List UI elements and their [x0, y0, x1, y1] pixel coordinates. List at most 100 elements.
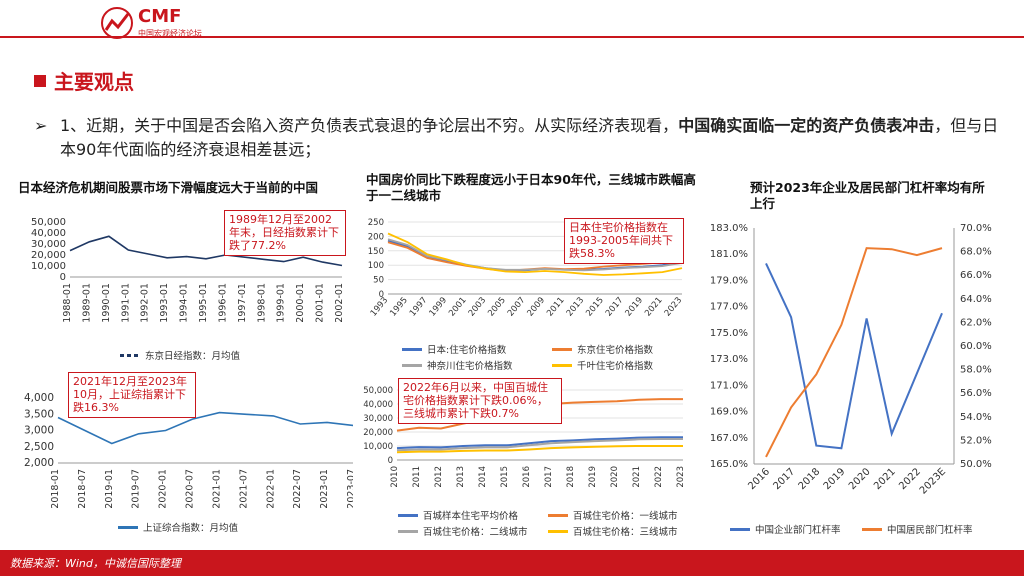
c4-series-4: [396, 445, 683, 454]
c5-xtick: 2023E: [918, 466, 948, 496]
c4-series-1: [396, 436, 683, 450]
c2-ytick: 3,000: [24, 425, 54, 437]
c4-xtick: 2016: [522, 466, 532, 488]
chart3-legend: 日本:住宅价格指数 东京住宅价格指数 神奈川住宅价格指数 千叶住宅价格指数: [402, 342, 702, 372]
c2-xtick: 2023-07: [346, 469, 353, 509]
c3-ytick: 150: [368, 247, 384, 257]
c3-ytick: 0: [379, 290, 384, 300]
c2-ytick: 2,000: [24, 457, 54, 469]
c1-ytick: 50,000: [31, 217, 66, 228]
c4-xtick: 2019: [588, 466, 598, 488]
chart4-china-housing: 0 10,000 20,000 30,000 40,000 50,000 2010 2011 2…: [363, 386, 686, 488]
c4-xtick: 2010: [390, 466, 400, 488]
c5-ytick-right: 60.0%: [960, 341, 992, 352]
c1-xtick: 1992-01: [140, 283, 151, 323]
header-divider: [0, 36, 1024, 38]
c1-ytick: 0: [60, 272, 66, 283]
c3-xtick: 2005: [486, 296, 508, 319]
c3-xtick: 2003: [467, 296, 489, 319]
c1-xtick: 1989-01: [81, 283, 92, 323]
logo-name: CMF: [138, 6, 182, 27]
chart5-title: 预计2023年企业及居民部门杠杆率均有所上行: [750, 180, 985, 211]
c4-ytick: 40,000: [363, 400, 393, 410]
key-point-bold: 中国确实面临一定的资产负债表冲击: [678, 116, 935, 135]
chart4-callout: 2022年6月以来，中国百城住宅价格指数累计下跌0.06%，三线城市累计下跌0.…: [398, 378, 562, 424]
logo-subtitle: 中国宏观经济论坛: [138, 29, 202, 38]
c3-xtick: 2013: [565, 296, 587, 319]
chart4-legend: 百城样本住宅平均价格 百城住宅价格：一线城市 百城住宅价格：二线城市 百城住宅价…: [398, 508, 698, 538]
c5-ytick-right: 50.0%: [960, 459, 992, 470]
c5-ytick-right: 70.0%: [960, 223, 992, 234]
c4-xtick: 2012: [434, 466, 444, 488]
c4-xtick: 2018: [566, 466, 576, 488]
chart2-shanghai: 2,000 2,500 3,000 3,500 4,000 2018-01 2018-07 2…: [24, 392, 353, 509]
bullet-arrow-icon: ➢: [34, 116, 48, 135]
c4-xtick: 2022: [654, 466, 664, 488]
c5-ytick-right: 68.0%: [960, 247, 992, 258]
c5-ytick-left: 183.0%: [710, 223, 748, 234]
section-title-text: 主要观点: [54, 70, 134, 94]
key-point-part2: ，但与日本90年代面临的经济衰退相差甚远；: [60, 116, 999, 159]
c5-ytick-right: 56.0%: [960, 388, 992, 399]
c3-xtick: 2015: [584, 296, 606, 319]
c3-xtick: 2019: [624, 296, 646, 319]
c2-ytick: 2,500: [24, 441, 54, 453]
chart5-legend-house: 中国居民部门杠杆率: [862, 522, 973, 536]
c2-xtick: 2021-07: [238, 469, 249, 509]
c2-xtick: 2018-01: [50, 469, 61, 509]
key-point-part1: 1、近期，关于中国是否会陷入资产负债表式衰退的争论层出不穷。从实际经济表现看，: [60, 116, 679, 135]
c4-ytick: 20,000: [363, 428, 393, 438]
c1-xtick: 1995-01: [198, 283, 209, 323]
chart3-japan-housing: 0501001502002501993199519971999200120032…: [368, 218, 685, 319]
c5-ytick-left: 169.0%: [710, 407, 748, 418]
c4-xtick: 2014: [478, 466, 488, 488]
c4-xtick: 2013: [456, 466, 466, 488]
c4-ytick: 10,000: [363, 442, 393, 452]
c5-ytick-left: 165.0%: [710, 459, 748, 470]
c1-xtick: 1991-01: [120, 283, 131, 323]
c2-xtick: 2022-07: [292, 469, 303, 509]
c4-xtick: 2015: [500, 466, 510, 488]
c3-xtick: 2021: [643, 296, 665, 319]
c3-xtick: 2009: [526, 296, 548, 319]
c5-series-household: [765, 247, 943, 458]
c5-ytick-right: 54.0%: [960, 412, 992, 423]
chart1-callout: 1989年12月至2002年末，日经指数累计下跌了77.2%: [224, 210, 346, 256]
c5-ytick-left: 181.0%: [710, 249, 748, 260]
c3-ytick: 200: [368, 232, 384, 242]
c2-xtick: 2021-01: [211, 469, 222, 509]
c5-xtick: 2018: [797, 466, 823, 492]
c3-xtick: 2007: [506, 296, 528, 319]
c3-series-3: [387, 238, 683, 272]
chart1-title: 日本经济危机期间股票市场下滑幅度远大于当前的中国: [18, 180, 319, 195]
c5-ytick-right: 62.0%: [960, 317, 992, 328]
c5-xtick: 2020: [847, 466, 873, 492]
c1-xtick: 1999-01: [276, 283, 287, 323]
chart5-leverage: 165.0% 167.0% 169.0% 171.0% 173.0% 175.0% 177.…: [710, 223, 992, 497]
chart3-callout: 日本住宅价格指数在1993-2005年间共下跌58.3%: [564, 218, 684, 264]
c1-ytick: 10,000: [31, 261, 66, 272]
c2-xtick: 2020-01: [158, 469, 169, 509]
logo-icon: [101, 7, 133, 39]
c3-ytick: 250: [368, 218, 384, 228]
c3-xtick: 2001: [447, 296, 469, 319]
c4-xtick: 2021: [632, 466, 642, 488]
c4-ytick: 30,000: [363, 414, 393, 424]
c1-xtick: 2002-01: [334, 283, 345, 323]
c4-xtick: 2023: [676, 466, 686, 488]
c5-ytick-left: 175.0%: [710, 328, 748, 339]
c3-ytick: 50: [373, 276, 384, 286]
c2-xtick: 2019-07: [131, 469, 142, 509]
c2-xtick: 2019-01: [104, 469, 115, 509]
c5-series-corp: [765, 262, 943, 450]
c4-xtick: 2011: [412, 466, 422, 488]
c5-ytick-right: 58.0%: [960, 365, 992, 376]
c3-xtick: 2017: [604, 296, 626, 319]
c2-xtick: 2020-07: [185, 469, 196, 509]
c1-ytick: 30,000: [31, 239, 66, 250]
c3-xtick: 1995: [388, 296, 410, 319]
c2-xtick: 2018-07: [77, 469, 88, 509]
c4-series-3: [396, 438, 683, 452]
c2-series-1: [57, 411, 353, 445]
chart1-legend: 东京日经指数：月均值: [120, 348, 240, 362]
